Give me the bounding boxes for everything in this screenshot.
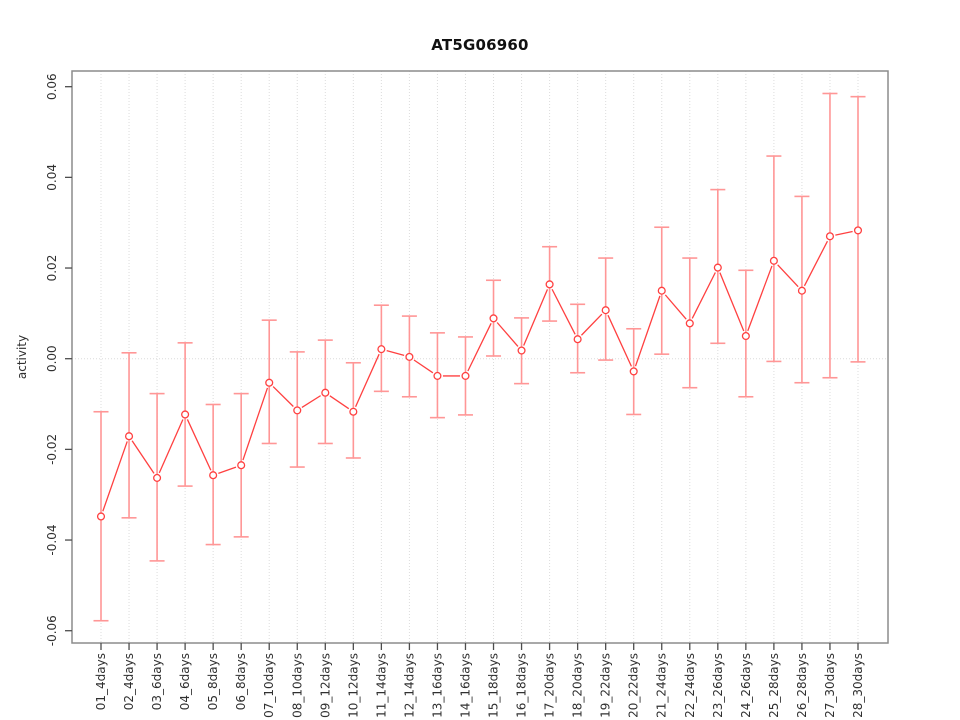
series-segment	[242, 387, 269, 461]
series-segment	[272, 386, 294, 407]
x-tick-label: 21_24days	[655, 653, 669, 718]
x-tick-label: 13_16days	[430, 653, 444, 718]
x-tick-label: 04_6days	[178, 653, 192, 710]
x-tick-label: 09_12days	[318, 653, 332, 718]
x-tick-label: 16_18days	[515, 653, 529, 718]
series-segment	[607, 314, 633, 367]
data-point	[629, 367, 638, 376]
x-tick-label: 05_8days	[206, 653, 220, 710]
series-segment	[664, 294, 687, 320]
x-tick-label: 22_24days	[683, 653, 697, 718]
y-tick-label: 0.00	[45, 345, 59, 372]
y-tick-label: 0.02	[45, 255, 59, 282]
data-point	[489, 314, 498, 323]
series-segment	[777, 264, 799, 288]
x-tick-label: 24_26days	[739, 653, 753, 718]
x-tick-label: 07_10days	[262, 653, 276, 718]
data-point	[349, 407, 358, 416]
series-segment	[413, 359, 434, 374]
data-point	[377, 345, 386, 354]
data-point	[237, 461, 246, 470]
data-point	[153, 473, 162, 482]
x-tick-label: 11_14days	[374, 653, 388, 718]
x-tick-label: 01_4days	[94, 653, 108, 710]
x-tick-label: 02_4days	[122, 653, 136, 710]
series-segment	[551, 288, 576, 335]
series-segment	[386, 350, 405, 357]
y-tick-label: -0.06	[45, 615, 59, 646]
data-point	[769, 256, 778, 265]
series-segment	[496, 322, 519, 347]
data-point	[321, 388, 330, 397]
data-point	[797, 286, 806, 295]
plot-border	[71, 70, 889, 644]
data-point	[741, 331, 750, 341]
y-tick-label: 0.06	[45, 73, 59, 100]
data-point	[825, 232, 835, 241]
data-point	[853, 226, 863, 235]
series-segment	[218, 466, 237, 474]
data-point	[265, 378, 274, 387]
data-point	[124, 432, 134, 441]
series-segment	[301, 395, 321, 408]
x-tick-label: 17_20days	[543, 653, 557, 718]
x-tick-label: 03_6days	[150, 653, 164, 710]
y-tick-label: -0.02	[45, 434, 59, 465]
series-segment	[747, 265, 773, 332]
series-segment	[634, 295, 661, 367]
data-point	[657, 286, 666, 295]
series-segment	[719, 272, 745, 332]
y-tick-label: -0.04	[45, 525, 59, 556]
series-segment	[131, 440, 155, 474]
x-tick-label: 19_22days	[599, 653, 613, 718]
series-segment	[102, 441, 128, 512]
series-segment	[803, 240, 829, 287]
x-tick-label: 08_10days	[290, 653, 304, 718]
y-tick-label: 0.04	[45, 164, 59, 191]
series-segment	[158, 419, 184, 474]
data-point	[545, 280, 554, 289]
series-segment	[523, 289, 549, 346]
x-tick-label: 18_20days	[571, 653, 585, 718]
x-tick-label: 10_12days	[346, 653, 360, 718]
data-point	[209, 471, 218, 480]
x-tick-label: 28_30days	[851, 653, 865, 718]
series-segment	[835, 230, 853, 236]
data-point	[517, 346, 526, 355]
data-point	[713, 263, 722, 272]
x-tick-label: 15_18days	[487, 653, 501, 718]
data-point	[573, 335, 582, 344]
x-tick-label: 14_16days	[458, 653, 472, 718]
data-point	[433, 371, 442, 380]
data-point	[181, 410, 190, 419]
data-point	[405, 352, 414, 361]
series-segment	[467, 323, 492, 372]
data-point	[601, 306, 610, 315]
x-tick-label: 20_22days	[627, 653, 641, 718]
series-segment	[186, 419, 212, 471]
series-segment	[580, 313, 603, 336]
series-segment	[691, 272, 716, 319]
data-point	[96, 512, 106, 521]
x-tick-label: 06_8days	[234, 653, 248, 710]
series-segment	[329, 395, 350, 410]
chart-title: AT5G06960	[431, 36, 529, 54]
x-tick-label: 25_28days	[767, 653, 781, 718]
x-tick-label: 23_26days	[711, 653, 725, 718]
data-point	[461, 371, 470, 380]
x-tick-label: 27_30days	[823, 653, 837, 718]
data-point	[685, 319, 694, 328]
x-tick-label: 12_14days	[402, 653, 416, 718]
x-tick-label: 26_28days	[795, 653, 809, 718]
series-segment	[354, 353, 380, 407]
data-point	[293, 406, 302, 415]
